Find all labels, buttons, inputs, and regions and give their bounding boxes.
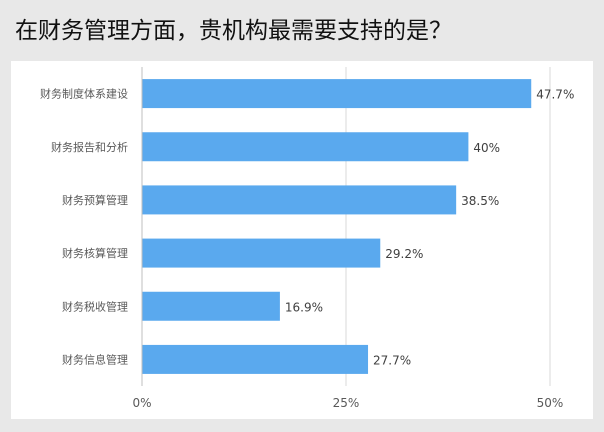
- x-tick-label-1: 25%: [333, 396, 360, 410]
- bar-5: [142, 344, 369, 374]
- value-label-5: 27.7%: [373, 353, 411, 367]
- category-label-5: 财务信息管理: [62, 352, 128, 366]
- chart-panel: 财务制度体系建设 47.7% 财务报告和分析 40% 财务预算管理 38.5% 财务核算管理…: [11, 61, 593, 419]
- grid-lines: [345, 67, 551, 386]
- bar-3: [142, 238, 381, 268]
- bar-0: [142, 79, 532, 109]
- x-tick-label-0: 0%: [132, 396, 151, 410]
- value-label-4: 16.9%: [285, 300, 323, 314]
- value-label-1: 40%: [473, 141, 500, 155]
- bar-1: [142, 132, 469, 162]
- bar-4: [142, 291, 280, 321]
- category-label-1: 财务报告和分析: [51, 140, 128, 154]
- category-label-4: 财务税收管理: [62, 299, 128, 313]
- bars: [142, 79, 532, 374]
- labels: 财务制度体系建设 47.7% 财务报告和分析 40% 财务预算管理 38.5% 财务核算管理…: [40, 87, 574, 410]
- page-title: 在财务管理方面，贵机构最需要支持的是？: [15, 18, 452, 44]
- category-label-3: 财务核算管理: [62, 246, 128, 260]
- bar-2: [142, 185, 457, 215]
- value-label-2: 38.5%: [461, 194, 499, 208]
- value-label-3: 29.2%: [385, 247, 423, 261]
- bar-chart: 财务制度体系建设 47.7% 财务报告和分析 40% 财务预算管理 38.5% 财务核算管理…: [40, 67, 574, 410]
- category-label-0: 财务制度体系建设: [40, 87, 128, 101]
- category-label-2: 财务预算管理: [62, 193, 128, 207]
- x-tick-label-2: 50%: [537, 396, 564, 410]
- value-label-0: 47.7%: [536, 88, 574, 102]
